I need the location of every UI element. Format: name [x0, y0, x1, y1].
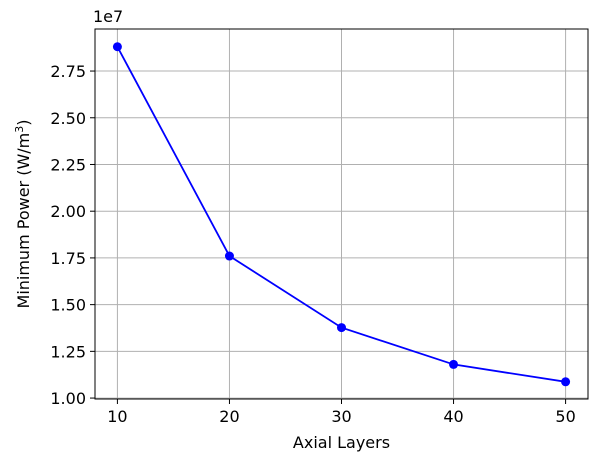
y-offset-label: 1e7 — [93, 7, 123, 26]
y-tick-label-4: 2.00 — [50, 202, 86, 221]
x-tick-label-3: 40 — [443, 407, 463, 426]
x-tick-label-4: 50 — [555, 407, 575, 426]
data-point-0-3 — [449, 359, 459, 369]
x-axis-label: Axial Layers — [293, 433, 390, 452]
y-tick-label-1: 1.25 — [50, 342, 86, 361]
series-layer — [112, 42, 571, 387]
x-tick-label-1: 20 — [219, 407, 239, 426]
y-axis-label: Minimum Power (W/m3) — [13, 120, 33, 309]
y-tick-label-2: 1.50 — [50, 296, 86, 315]
y-axis-label-superscript: 3 — [13, 126, 26, 133]
x-tick-label-2: 30 — [331, 407, 351, 426]
y-tick-label-7: 2.75 — [50, 62, 86, 81]
ticks-layer: 10 20 30 40 50 1.00 1.25 1.50 1.75 2.00 2.25 2.50 2.… — [50, 62, 575, 426]
y-tick-label-3: 1.75 — [50, 249, 86, 268]
grid — [95, 29, 588, 399]
x-tick-label-0: 10 — [107, 407, 127, 426]
data-point-0-2 — [337, 323, 346, 333]
y-tick-label-6: 2.50 — [50, 109, 86, 128]
y-axis-label-suffix: ) — [14, 120, 33, 126]
data-point-0-1 — [224, 251, 234, 261]
data-point-0-0 — [112, 42, 122, 52]
y-axis-label-main: Minimum Power (W/m — [14, 133, 33, 309]
y-tick-label-0: 1.00 — [50, 389, 86, 408]
data-point-0-4 — [561, 377, 571, 387]
y-tick-label-5: 2.25 — [50, 155, 86, 174]
